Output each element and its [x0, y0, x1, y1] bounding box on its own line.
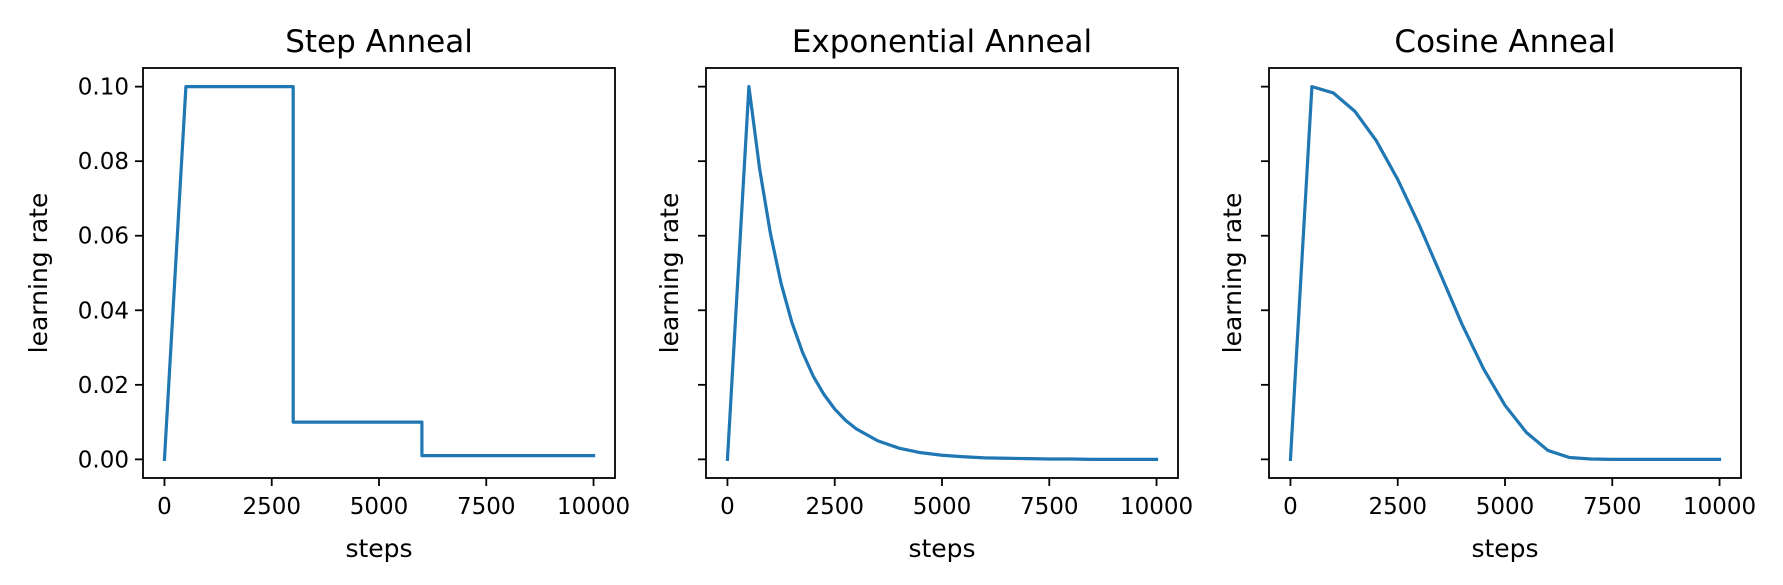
chart-panel-2: Exponential Anneal 0 2500 5000 7500 10000 step…	[655, 24, 1193, 563]
x-axis-label: steps	[1471, 534, 1538, 563]
x-tick-label: 0	[157, 494, 172, 520]
x-tick-label: 0	[1283, 494, 1298, 520]
chart-panel-1: Step Anneal 0 2500 5000 7500 10000 0.00 0.02 0.0…	[24, 24, 630, 563]
y-tick-label: 0.04	[78, 298, 129, 324]
x-tick-label: 5000	[350, 494, 409, 520]
y-tick-label: 0.08	[78, 149, 129, 175]
x-tick-label: 7500	[1583, 494, 1642, 520]
x-tick-label: 2500	[242, 494, 301, 520]
x-tick-label: 10000	[1120, 494, 1193, 520]
plot-frame	[142, 67, 616, 479]
x-tick-label: 10000	[1683, 494, 1756, 520]
x-tick-label: 2500	[1368, 494, 1427, 520]
x-tick-label: 5000	[1476, 494, 1535, 520]
x-tick-label: 10000	[557, 494, 630, 520]
data-line-series-1	[162, 85, 596, 462]
data-line-series-1	[725, 85, 1159, 462]
chart-panel-3: Cosine Anneal 0 2500 5000 7500 10000 steps lear…	[1218, 24, 1756, 563]
plot-frame	[1268, 67, 1742, 479]
x-tick-label: 7500	[1020, 494, 1079, 520]
data-line-series-1	[1288, 85, 1722, 462]
y-axis-label: learning rate	[24, 193, 53, 354]
y-tick-label: 0.00	[78, 447, 129, 473]
x-axis-label: steps	[345, 534, 412, 563]
y-tick-label: 0.02	[78, 373, 129, 399]
x-tick-label: 0	[720, 494, 735, 520]
y-axis-label: learning rate	[1218, 193, 1247, 354]
y-tick-label: 0.10	[78, 75, 129, 101]
chart-title: Exponential Anneal	[792, 24, 1092, 60]
y-tick-label: 0.06	[78, 224, 129, 250]
chart-title: Step Anneal	[285, 24, 473, 60]
x-tick-label: 2500	[805, 494, 864, 520]
x-axis-label: steps	[908, 534, 975, 563]
y-axis-label: learning rate	[655, 193, 684, 354]
x-tick-label: 7500	[457, 494, 516, 520]
x-tick-label: 5000	[913, 494, 972, 520]
plot-frame	[705, 67, 1179, 479]
chart-title: Cosine Anneal	[1394, 24, 1615, 60]
